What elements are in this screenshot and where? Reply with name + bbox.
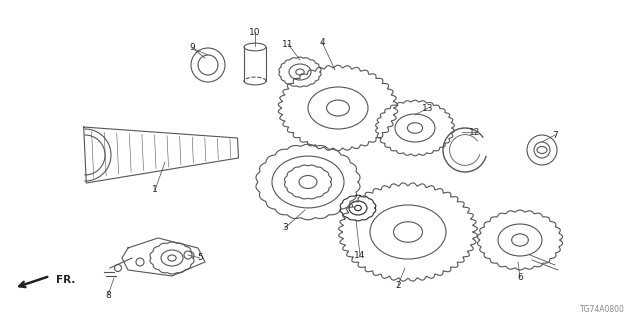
Text: 10: 10 — [249, 28, 260, 36]
Text: 5: 5 — [197, 253, 203, 262]
Text: 14: 14 — [355, 251, 365, 260]
Text: 4: 4 — [319, 37, 325, 46]
Text: TG74A0800: TG74A0800 — [580, 305, 625, 314]
Text: 1: 1 — [152, 186, 158, 195]
Text: 7: 7 — [552, 131, 558, 140]
Text: 12: 12 — [469, 127, 481, 137]
Text: 8: 8 — [105, 291, 111, 300]
Text: 3: 3 — [282, 223, 288, 233]
Text: 6: 6 — [517, 274, 523, 283]
Text: 2: 2 — [395, 281, 401, 290]
Text: 9: 9 — [189, 44, 195, 52]
Text: FR.: FR. — [56, 275, 76, 285]
Text: 13: 13 — [422, 103, 434, 113]
Text: 11: 11 — [282, 39, 294, 49]
